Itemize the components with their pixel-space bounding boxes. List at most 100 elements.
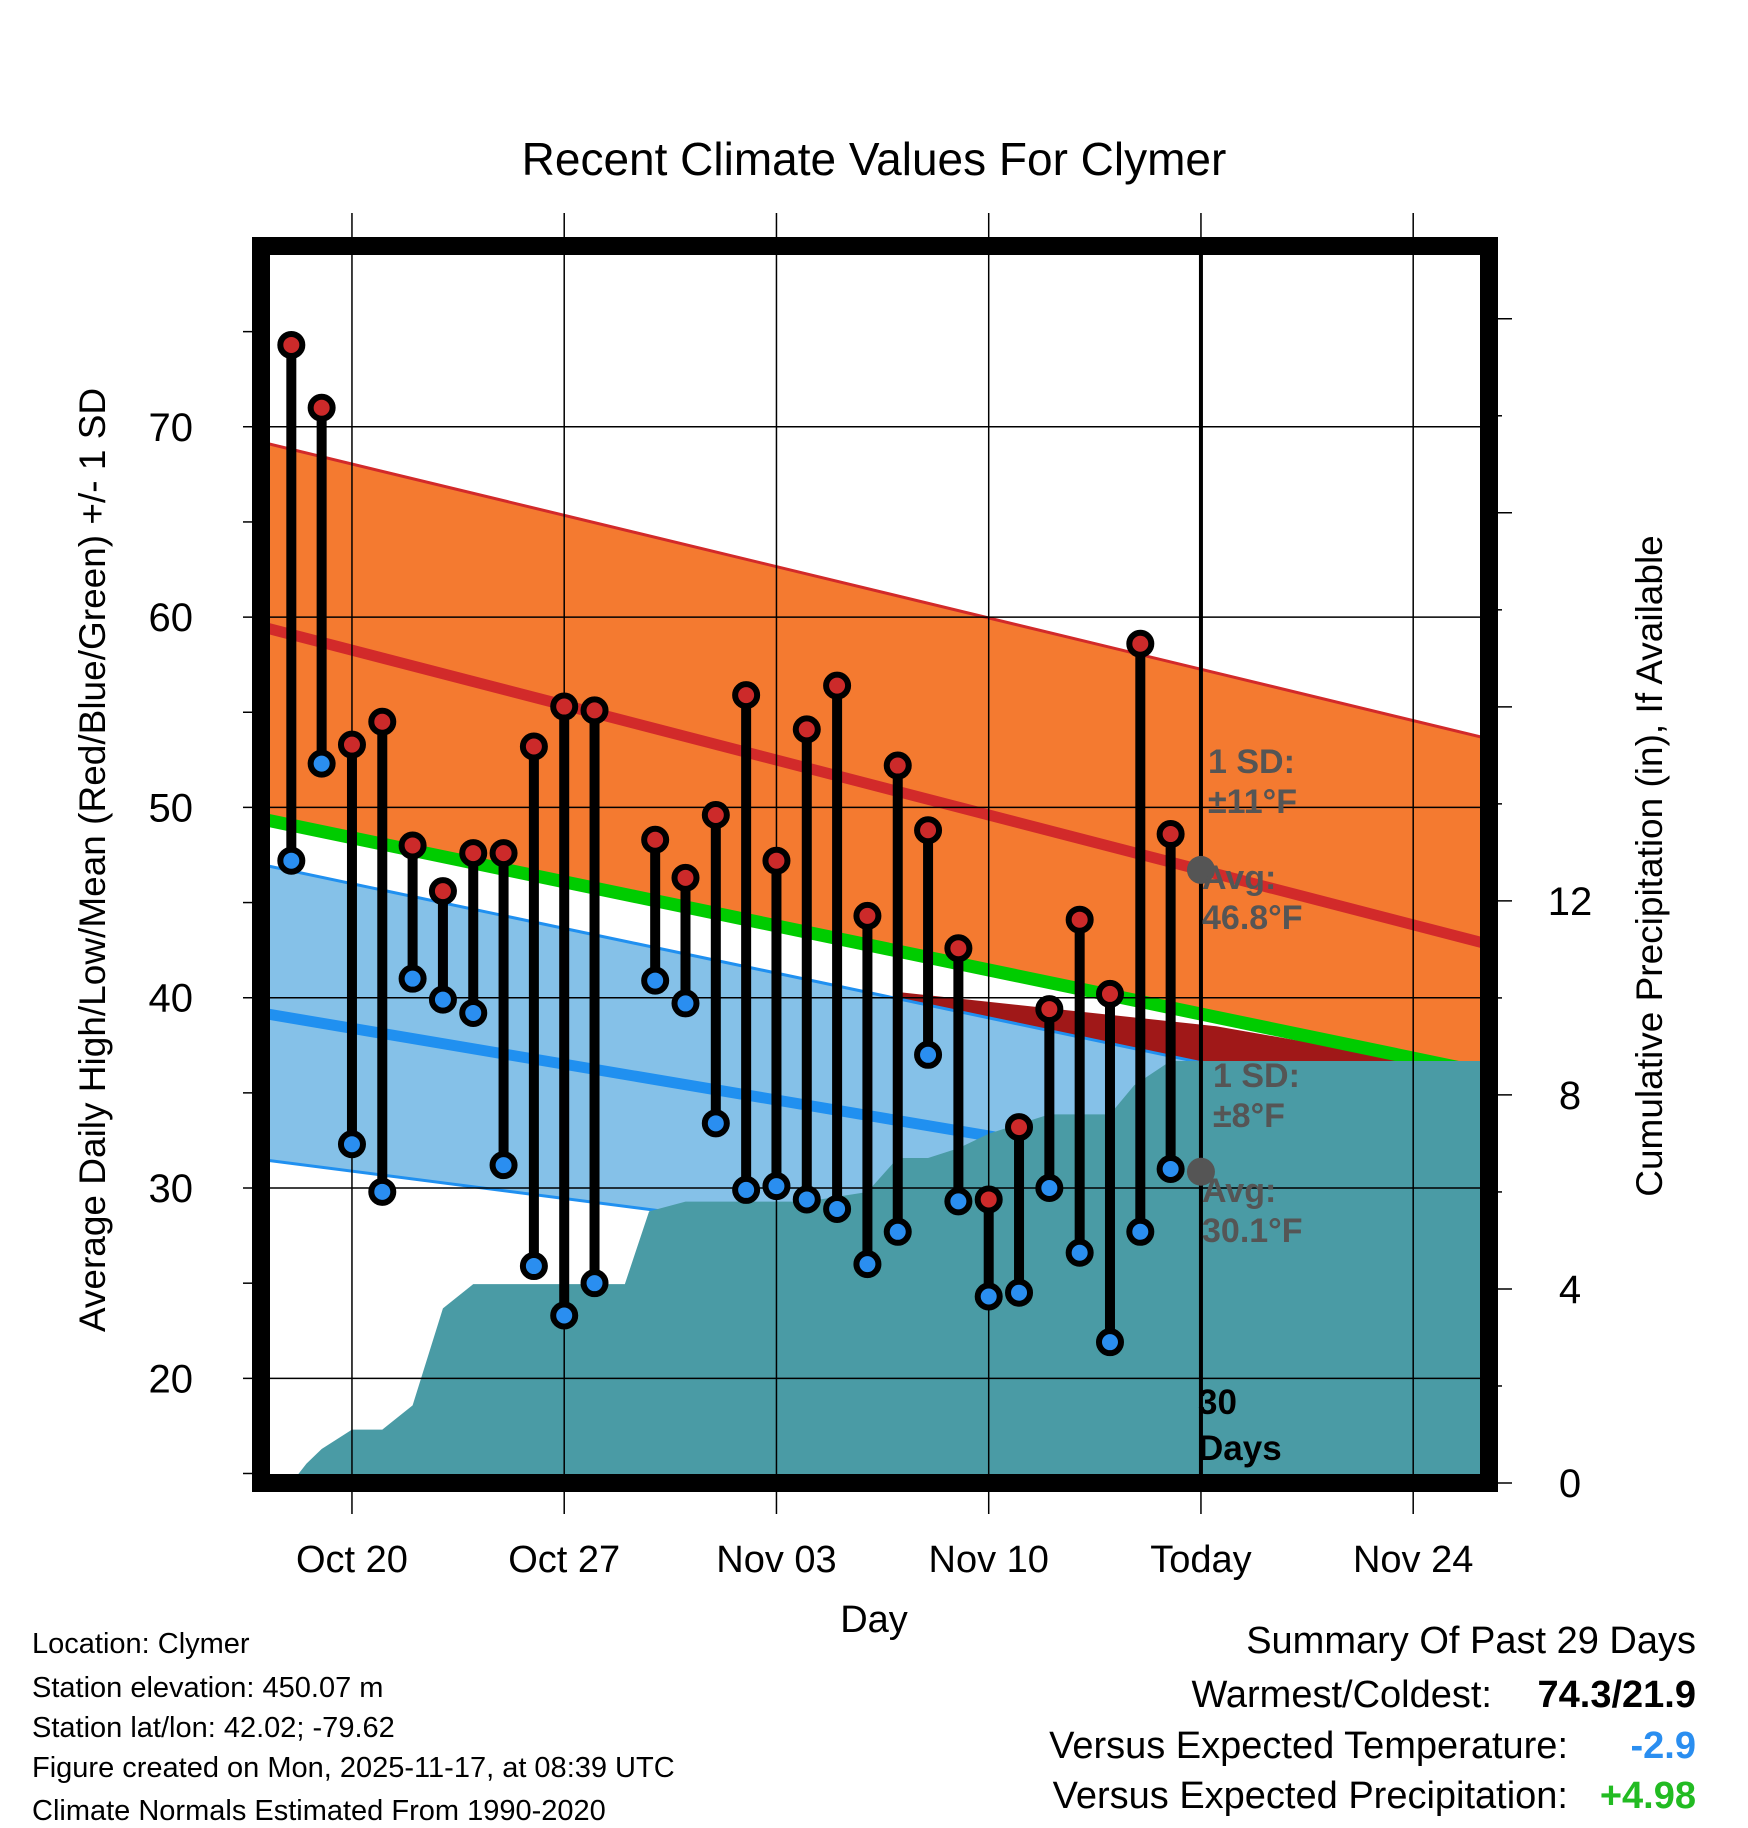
low-temp-point bbox=[944, 1187, 973, 1216]
info-latlon: Station lat/lon: 42.02; -79.62 bbox=[32, 1712, 395, 1744]
x-tick-label: Nov 10 bbox=[929, 1539, 1049, 1581]
low-temp-point bbox=[459, 998, 488, 1027]
high-temp-point bbox=[398, 831, 427, 860]
plot-frame bbox=[252, 237, 1498, 1492]
chart-title: Recent Climate Values For Clymer bbox=[522, 133, 1227, 185]
info-elevation: Station elevation: 450.07 m bbox=[32, 1672, 384, 1704]
summary-precip-value: +4.98 bbox=[1599, 1775, 1696, 1817]
low-avg-value: 30.1°F bbox=[1202, 1212, 1303, 1250]
high-sd-label: 1 SD: bbox=[1208, 743, 1295, 781]
low-temp-point bbox=[853, 1250, 882, 1279]
low-temp-point bbox=[398, 964, 427, 993]
low-temp-point bbox=[1065, 1238, 1094, 1267]
summary-precip-label: Versus Expected Precipitation: bbox=[1052, 1775, 1568, 1817]
low-temp-point bbox=[1095, 1328, 1124, 1357]
summary-warm-cold-label: Warmest/Coldest: bbox=[1191, 1674, 1492, 1716]
high-average-line bbox=[261, 621, 1489, 950]
low-temp-point bbox=[1005, 1278, 1034, 1307]
high-temp-point bbox=[428, 877, 457, 906]
high-temp-point bbox=[883, 751, 912, 780]
high-temp-point bbox=[701, 801, 730, 830]
low-temp-point bbox=[701, 1109, 730, 1138]
low-temp-point bbox=[671, 989, 700, 1018]
low-temp-point bbox=[792, 1185, 821, 1214]
low-temp-point bbox=[337, 1130, 366, 1159]
high-temp-point bbox=[459, 839, 488, 868]
left-tick-label: 30 bbox=[149, 1167, 194, 1211]
summary-title: Summary Of Past 29 Days bbox=[1246, 1620, 1696, 1662]
left-tick-label: 50 bbox=[149, 786, 194, 830]
days-count: 30 bbox=[1198, 1383, 1237, 1422]
summary-temp-value: -2.9 bbox=[1630, 1725, 1696, 1767]
low-temp-point bbox=[1035, 1174, 1064, 1203]
summary-temp-label: Versus Expected Temperature: bbox=[1049, 1725, 1568, 1767]
low-avg-label: Avg: bbox=[1202, 1172, 1276, 1210]
summary-warm-cold-value: 74.3/21.9 bbox=[1537, 1674, 1696, 1716]
right-tick-label: 0 bbox=[1559, 1462, 1581, 1506]
high-sd-band bbox=[261, 442, 1489, 1074]
x-tick-label: Nov 03 bbox=[716, 1539, 836, 1581]
high-temp-point bbox=[641, 825, 670, 854]
high-temp-point bbox=[792, 715, 821, 744]
high-temp-point bbox=[823, 671, 852, 700]
high-temp-point bbox=[277, 330, 306, 359]
x-tick-label: Oct 20 bbox=[296, 1539, 408, 1581]
high-temp-point bbox=[1156, 820, 1185, 849]
high-avg-value: 46.8°F bbox=[1202, 899, 1303, 937]
low-temp-point bbox=[489, 1151, 518, 1180]
high-temp-point bbox=[1126, 629, 1155, 658]
high-avg-label: Avg: bbox=[1202, 859, 1276, 897]
low-temp-point bbox=[732, 1175, 761, 1204]
low-temp-point bbox=[641, 966, 670, 995]
low-temp-point bbox=[974, 1282, 1003, 1311]
info-created: Figure created on Mon, 2025-11-17, at 08… bbox=[32, 1752, 675, 1784]
high-temp-point bbox=[519, 732, 548, 761]
high-temp-point bbox=[489, 839, 518, 868]
high-sd-upper-edge bbox=[261, 440, 1489, 741]
low-temp-point bbox=[1126, 1217, 1155, 1246]
low-temp-point bbox=[550, 1301, 579, 1330]
low-temp-point bbox=[1156, 1154, 1185, 1183]
high-temp-point bbox=[550, 692, 579, 721]
x-axis-label: Day bbox=[840, 1599, 908, 1641]
high-temp-point bbox=[853, 901, 882, 930]
left-tick-label: 20 bbox=[149, 1357, 194, 1401]
right-tick-label: 4 bbox=[1559, 1268, 1581, 1312]
high-temp-point bbox=[1065, 905, 1094, 934]
high-temp-point bbox=[337, 730, 366, 759]
high-temp-point bbox=[1005, 1113, 1034, 1142]
low-sd-label: 1 SD: bbox=[1213, 1057, 1300, 1095]
low-sd-value: ±8°F bbox=[1213, 1097, 1285, 1135]
right-axis-label: Cumulative Precipitation (in), If Availa… bbox=[1629, 535, 1670, 1197]
low-temp-point bbox=[580, 1269, 609, 1298]
high-temp-point bbox=[974, 1185, 1003, 1214]
high-temp-point bbox=[1095, 979, 1124, 1008]
low-temp-point bbox=[823, 1194, 852, 1223]
left-tick-label: 60 bbox=[149, 596, 194, 640]
high-temp-point bbox=[914, 816, 943, 845]
x-tick-label: Today bbox=[1150, 1539, 1251, 1581]
x-tick-label: Nov 24 bbox=[1353, 1539, 1473, 1581]
low-temp-point bbox=[428, 985, 457, 1014]
high-sd-value: ±11°F bbox=[1208, 783, 1297, 821]
left-axis-label: Average Daily High/Low/Mean (Red/Blue/Gr… bbox=[72, 388, 113, 1332]
left-tick-label: 70 bbox=[149, 406, 194, 450]
high-temp-point bbox=[732, 681, 761, 710]
info-normals: Climate Normals Estimated From 1990-2020 bbox=[32, 1795, 606, 1827]
low-avg-marker bbox=[1186, 1157, 1215, 1186]
high-avg-marker bbox=[1186, 855, 1215, 884]
high-temp-point bbox=[944, 934, 973, 963]
high-temp-point bbox=[1035, 995, 1064, 1024]
days-word: Days bbox=[1198, 1429, 1282, 1468]
low-temp-point bbox=[368, 1177, 397, 1206]
high-temp-point bbox=[307, 393, 336, 422]
plot-area bbox=[261, 246, 1489, 1483]
right-tick-label: 8 bbox=[1559, 1074, 1581, 1118]
left-tick-label: 40 bbox=[149, 977, 194, 1021]
right-tick-label: 12 bbox=[1548, 880, 1593, 924]
high-temp-point bbox=[368, 707, 397, 736]
low-temp-point bbox=[519, 1252, 548, 1281]
low-temp-point bbox=[914, 1040, 943, 1069]
high-temp-point bbox=[762, 846, 791, 875]
